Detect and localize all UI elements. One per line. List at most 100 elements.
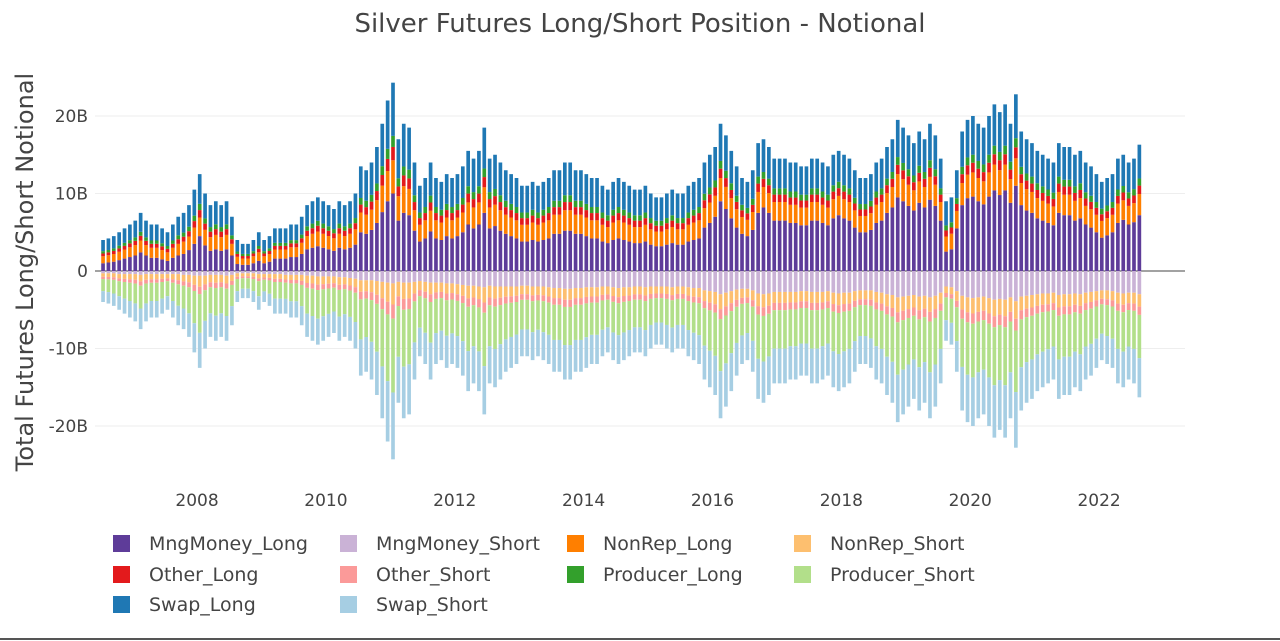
bar-swap_long — [1067, 147, 1072, 180]
bar-mngmoney_short — [745, 271, 750, 289]
bar-producer_long — [391, 135, 395, 147]
bar-mngmoney_long — [890, 207, 895, 271]
bar-producer_short — [987, 323, 991, 378]
bar-swap_short — [954, 341, 959, 372]
bar-other_short — [842, 304, 846, 312]
bar-mngmoney_long — [321, 247, 326, 271]
bar-mngmoney_short — [632, 271, 637, 287]
bar-mngmoney_short — [831, 271, 836, 293]
bar-producer_long — [176, 235, 181, 240]
bar-other_long — [208, 231, 213, 238]
bar-nonrep_long — [1062, 194, 1067, 216]
bar-swap_long — [777, 158, 782, 189]
bar-other_short — [240, 276, 245, 279]
bar-other_long — [536, 218, 540, 225]
bar-nonrep_long — [267, 254, 272, 262]
bar-other_short — [482, 302, 487, 313]
bar-mngmoney_long — [734, 227, 739, 271]
bar-swap_short — [681, 324, 685, 349]
bar-mngmoney_short — [487, 271, 492, 286]
bar-other_long — [1024, 180, 1029, 190]
bar-other_long — [863, 209, 868, 216]
bar-swap_long — [799, 166, 803, 195]
bar-swap_long — [203, 193, 207, 219]
bar-producer_long — [503, 200, 508, 208]
bar-mngmoney_short — [573, 271, 578, 289]
bar-swap_short — [1078, 354, 1083, 392]
bar-swap_short — [901, 369, 905, 415]
bar-other_long — [1030, 183, 1034, 192]
bar-nonrep_long — [568, 210, 573, 231]
bar-swap_long — [482, 127, 487, 169]
bar-producer_short — [1019, 319, 1024, 368]
bar-nonrep_short — [954, 291, 959, 301]
bar-swap_long — [901, 127, 905, 163]
bar-nonrep_short — [761, 294, 766, 308]
bar-mngmoney_short — [208, 271, 213, 275]
bar-other_short — [208, 282, 213, 288]
bar-other_long — [648, 223, 653, 230]
bar-mngmoney_long — [230, 255, 234, 271]
bar-other_short — [455, 294, 460, 301]
bar-nonrep_short — [1030, 295, 1034, 308]
bar-swap_short — [568, 345, 573, 380]
bar-producer_short — [213, 288, 218, 316]
bar-producer_short — [267, 280, 272, 294]
bar-swap_long — [836, 150, 841, 182]
bar-nonrep_short — [208, 274, 213, 283]
bar-producer_long — [971, 154, 975, 163]
bar-other_long — [364, 207, 368, 215]
bar-other_long — [278, 245, 283, 250]
bar-other_short — [772, 302, 777, 311]
bar-producer_short — [342, 289, 347, 315]
bar-mngmoney_long — [912, 210, 916, 271]
bar-producer_long — [348, 223, 352, 229]
bar-producer_short — [348, 290, 352, 317]
bar-nonrep_short — [181, 274, 186, 282]
bar-other_short — [224, 283, 229, 289]
bar-producer_short — [992, 327, 997, 386]
bar-swap_long — [772, 158, 777, 189]
bar-swap_long — [144, 220, 148, 238]
bar-other_long — [842, 191, 846, 200]
bar-producer_short — [611, 301, 615, 333]
bar-swap_long — [187, 205, 191, 227]
bar-mngmoney_short — [928, 271, 932, 298]
bar-producer_short — [654, 298, 658, 323]
bar-producer_long — [1014, 138, 1018, 148]
bar-other_short — [981, 310, 986, 321]
bar-mngmoney_short — [734, 271, 739, 290]
bar-swap_short — [337, 316, 342, 341]
bar-swap_long — [611, 181, 615, 210]
bar-other_long — [466, 193, 471, 203]
bar-nonrep_short — [697, 288, 701, 298]
bar-nonrep_long — [380, 185, 385, 213]
bar-mngmoney_short — [568, 271, 573, 289]
bar-nonrep_short — [879, 292, 884, 304]
bar-producer_short — [767, 313, 771, 357]
bar-other_short — [885, 306, 889, 315]
bar-nonrep_short — [396, 281, 401, 297]
bar-swap_long — [1110, 174, 1115, 203]
bar-producer_short — [847, 310, 852, 349]
bar-swap_short — [938, 348, 943, 384]
bar-swap_short — [106, 292, 111, 304]
bar-other_short — [954, 300, 959, 308]
bar-nonrep_long — [981, 181, 986, 205]
bar-nonrep_long — [912, 190, 916, 211]
bar-mngmoney_short — [659, 271, 664, 287]
bar-mngmoney_long — [622, 240, 626, 271]
bar-other_long — [321, 228, 326, 234]
bar-mngmoney_long — [971, 196, 975, 271]
bar-mngmoney_short — [879, 271, 884, 293]
bar-swap_short — [498, 344, 503, 380]
bar-swap_short — [358, 339, 363, 376]
bar-swap_long — [648, 193, 653, 219]
bar-swap_long — [643, 185, 648, 213]
bar-nonrep_long — [128, 247, 132, 258]
bar-swap_long — [981, 127, 986, 165]
bar-mngmoney_short — [648, 271, 653, 287]
bar-other_short — [256, 278, 261, 282]
bar-producer_short — [256, 281, 261, 297]
bar-nonrep_long — [648, 229, 653, 245]
